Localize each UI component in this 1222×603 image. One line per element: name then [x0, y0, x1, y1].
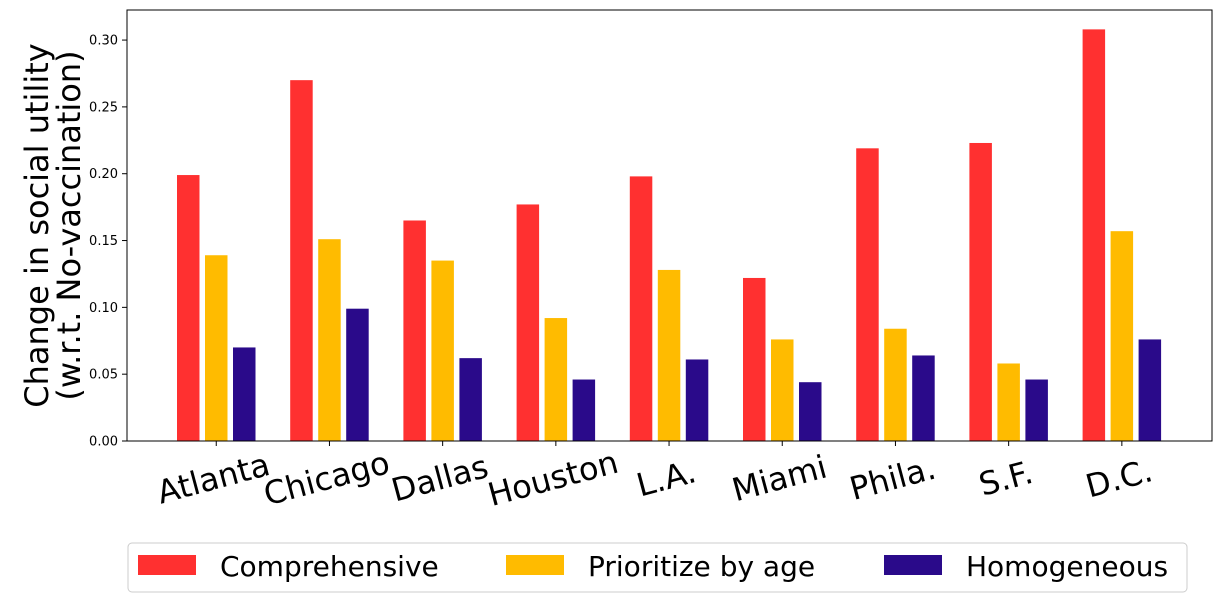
bar-la-prioritize-by-age [657, 269, 681, 441]
bar-dc-prioritize-by-age [1110, 231, 1134, 441]
y-axis: 0.00 0.05 0.10 0.15 0.20 0.25 0.30 [89, 34, 127, 450]
bar-dc-comprehensive [1082, 29, 1106, 441]
legend-label: Comprehensive [220, 550, 439, 583]
y-tick-label: 0.20 [89, 167, 118, 182]
x-tick-label: Phila. [846, 449, 940, 508]
legend-swatch [884, 555, 942, 575]
legend-swatch [138, 555, 196, 575]
y-tick-label: 0.30 [89, 34, 118, 49]
x-tick-label: Atlanta [153, 445, 274, 511]
bar-sf-prioritize-by-age [997, 363, 1020, 441]
bar-miami-homogeneous [799, 382, 822, 441]
y-axis-label-line: Change in social utility [18, 43, 56, 407]
bar-dallas-prioritize-by-age [431, 260, 454, 441]
bar-miami-prioritize-by-age [771, 339, 794, 441]
bar-atlanta-homogeneous [233, 347, 256, 441]
bar-houston-prioritize-by-age [544, 318, 568, 441]
x-tick-label: Houston [484, 443, 622, 514]
bar-dallas-homogeneous [459, 358, 482, 441]
bar-phila-prioritize-by-age [884, 328, 907, 441]
bar-houston-homogeneous [572, 379, 596, 441]
x-tick-label: D.C. [1082, 451, 1157, 505]
bar-houston-comprehensive [516, 204, 540, 441]
y-tick-label: 0.10 [89, 301, 118, 316]
bar-chicago-prioritize-by-age [318, 239, 341, 441]
bar-chicago-comprehensive [290, 80, 313, 442]
y-tick-label: 0.25 [89, 100, 118, 115]
x-tick-label: Miami [728, 448, 831, 510]
bar-sf-homogeneous [1025, 379, 1048, 441]
y-tick-label: 0.05 [89, 368, 118, 383]
bar-dc-homogeneous [1138, 339, 1162, 441]
bar-atlanta-comprehensive [177, 175, 200, 441]
bar-miami-comprehensive [743, 277, 766, 441]
bar-atlanta-prioritize-by-age [205, 255, 228, 441]
x-tick-label: Chicago [260, 443, 394, 513]
legend: Comprehensive Prioritize by age Homogeneou… [127, 542, 1188, 593]
y-tick-label: 0.00 [89, 435, 118, 450]
bars-group [177, 29, 1162, 442]
legend-swatch [506, 555, 564, 575]
bar-la-homogeneous [685, 359, 709, 441]
bar-la-comprehensive [629, 176, 653, 441]
x-tick-label: L.A. [633, 452, 700, 504]
bar-sf-comprehensive [969, 142, 992, 441]
y-axis-label: Change in social utility(w.r.t. No-vacci… [18, 43, 88, 407]
y-tick-label: 0.15 [89, 234, 118, 249]
x-tick-label: Dallas [387, 447, 492, 509]
x-tick-label: S.F. [975, 453, 1037, 504]
legend-label: Prioritize by age [588, 550, 815, 583]
bar-phila-comprehensive [856, 148, 879, 441]
bar-dallas-comprehensive [403, 220, 426, 441]
bar-phila-homogeneous [912, 355, 935, 441]
bar-chicago-homogeneous [346, 308, 369, 441]
y-axis-label-line: (w.r.t. No-vaccination) [50, 50, 88, 400]
legend-label: Homogeneous [966, 550, 1168, 583]
